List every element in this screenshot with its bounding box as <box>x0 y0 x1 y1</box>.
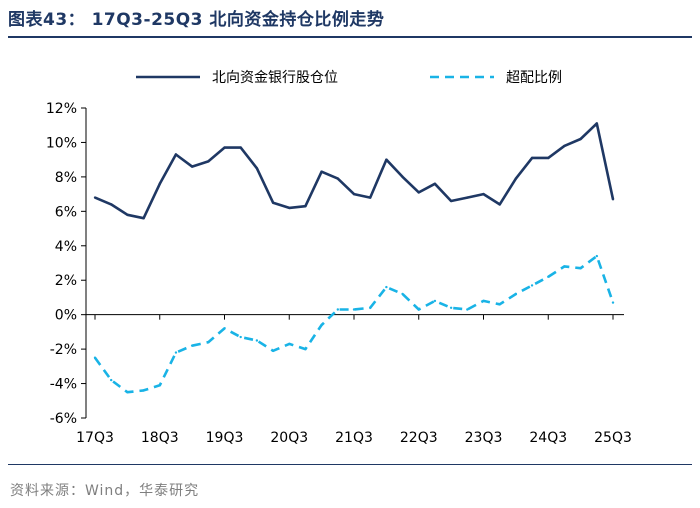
data-point <box>109 378 113 382</box>
x-tick-label: 18Q3 <box>141 430 179 446</box>
data-point <box>547 275 550 278</box>
data-point <box>126 390 129 394</box>
data-point <box>433 299 437 303</box>
x-tick-label: 22Q3 <box>400 430 438 446</box>
y-tick-label: -4% <box>50 377 77 393</box>
y-tick-label: 4% <box>55 239 77 255</box>
data-point <box>514 177 518 180</box>
x-tick-label: 21Q3 <box>335 430 373 446</box>
data-point <box>223 146 226 149</box>
data-point <box>336 308 340 311</box>
x-tick-label: 19Q3 <box>206 430 244 446</box>
y-tick-label: -6% <box>50 411 77 427</box>
x-tick-label: 23Q3 <box>465 430 503 446</box>
data-point <box>255 339 259 342</box>
title-divider <box>8 36 692 38</box>
data-point <box>190 344 194 347</box>
data-point <box>514 292 518 296</box>
data-point <box>401 292 404 296</box>
y-tick-label: 6% <box>55 204 77 220</box>
data-point <box>449 199 453 203</box>
data-point <box>498 203 501 206</box>
chart-title: 图表43： 17Q3-25Q3 北向资金持仓比例走势 <box>8 10 385 30</box>
data-point <box>174 351 178 354</box>
y-tick-label: -2% <box>50 342 77 358</box>
data-point <box>368 196 372 199</box>
source-note: 资料来源：Wind，华泰研究 <box>10 483 200 499</box>
data-point <box>385 285 388 289</box>
data-point <box>530 284 534 287</box>
data-point <box>563 265 566 268</box>
data-point <box>288 206 291 210</box>
data-point <box>304 204 307 208</box>
data-point <box>142 217 145 220</box>
data-point <box>611 198 615 201</box>
chart-legend: 北向资金银行股仓位 超配比例 <box>136 70 562 86</box>
data-point <box>401 175 404 179</box>
legend-label: 超配比例 <box>506 70 562 86</box>
x-tick-label: 20Q3 <box>270 430 308 446</box>
data-point <box>320 170 323 173</box>
data-point <box>466 196 469 199</box>
data-point <box>207 341 210 344</box>
x-axis: 17Q3 18Q3 19Q3 20Q3 21Q3 22Q3 23Q3 24Q3 25Q3 <box>76 314 632 446</box>
data-point <box>595 122 599 125</box>
data-point <box>271 349 275 353</box>
data-point <box>288 342 291 346</box>
data-point <box>417 308 420 311</box>
data-point <box>336 177 340 180</box>
data-point <box>611 301 615 304</box>
source-divider <box>8 464 692 465</box>
data-point <box>93 196 97 199</box>
legend-label: 北向资金银行股仓位 <box>212 70 338 86</box>
series-line-bank-holding <box>94 122 615 220</box>
data-point <box>109 203 113 206</box>
data-point <box>449 306 453 309</box>
x-tick-label: 24Q3 <box>529 430 567 446</box>
data-point <box>579 137 582 141</box>
data-point <box>304 347 307 351</box>
data-point <box>190 165 194 168</box>
data-point <box>563 144 566 148</box>
y-tick-label: 10% <box>46 135 77 151</box>
data-point <box>352 308 356 311</box>
data-point <box>239 335 242 339</box>
data-point <box>142 389 145 392</box>
data-point <box>158 182 161 185</box>
line-chart: 北向资金银行股仓位 超配比例 -6%-4%-2%0%2%4%6%8%10%12% … <box>46 70 632 446</box>
y-tick-label: 8% <box>55 170 77 186</box>
data-point <box>385 158 388 161</box>
data-point <box>223 327 226 330</box>
data-point <box>174 153 178 156</box>
data-point <box>158 384 161 387</box>
series-layer <box>93 122 615 394</box>
data-point <box>482 299 485 303</box>
data-point <box>93 356 97 359</box>
data-point <box>579 266 582 270</box>
data-point <box>498 303 501 306</box>
data-point <box>466 308 469 311</box>
data-point <box>547 156 550 160</box>
data-point <box>271 201 275 204</box>
data-point <box>239 146 242 149</box>
y-tick-label: 12% <box>46 101 77 117</box>
y-axis: -6% -4% -2% 0% 2% 4% 6% 8% 10% 12% <box>46 101 87 427</box>
data-point <box>417 191 420 194</box>
x-tick-label: 25Q3 <box>594 430 632 446</box>
y-tick-label: 2% <box>55 273 77 289</box>
series-line-overweight <box>93 254 615 394</box>
data-point <box>320 323 323 327</box>
data-point <box>530 156 534 160</box>
data-point <box>433 182 437 185</box>
data-point <box>255 167 259 170</box>
data-point <box>595 254 599 258</box>
y-tick-label: 0% <box>55 308 77 324</box>
data-point <box>368 306 372 309</box>
data-point <box>352 192 356 196</box>
data-point <box>207 160 210 163</box>
data-point <box>126 213 129 216</box>
data-point <box>482 192 485 196</box>
x-tick-label: 17Q3 <box>76 430 114 446</box>
